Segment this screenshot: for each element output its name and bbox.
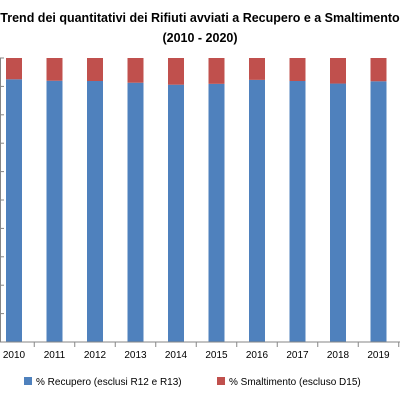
bar-recupero-2018 (330, 83, 346, 342)
plot-area (0, 57, 400, 347)
x-tick-label-2011: 2011 (44, 350, 66, 361)
bar-recupero-2010 (6, 79, 22, 343)
x-tick-label-2010: 2010 (3, 350, 26, 361)
legend: % Recupero (esclusi R12 e R13) % Smaltime… (24, 377, 361, 388)
x-axis-tick-labels: 2010 2011 2012 2013 2014 2015 2016 2017 2018 2019… (3, 350, 390, 361)
bar-recupero-2013 (127, 82, 144, 343)
bar-recupero-2016 (249, 79, 265, 343)
bar-smaltimento-2019 (370, 58, 387, 82)
x-tick-label-2014: 2014 (165, 350, 188, 361)
bar-smaltimento-2018 (330, 58, 346, 84)
chart-subtitle: (2010 - 2020) (162, 31, 237, 45)
bar-recupero-2017 (289, 81, 306, 342)
bar-smaltimento-2014 (168, 58, 184, 85)
bar-recupero-2015 (208, 83, 225, 342)
bar-recupero-2011 (46, 80, 63, 342)
bar-smaltimento-2011 (46, 58, 63, 81)
legend-swatch-smaltimento (217, 377, 225, 385)
bar-smaltimento-2010 (6, 58, 22, 80)
bar-smaltimento-2013 (127, 58, 144, 83)
bar-recupero-2012 (87, 81, 103, 342)
x-tick-label-2012: 2012 (84, 350, 107, 361)
bar-recupero-2019 (370, 81, 387, 342)
bar-smaltimento-2015 (208, 58, 225, 84)
bar-smaltimento-2012 (87, 58, 103, 81)
x-tick-label-2017: 2017 (286, 350, 309, 361)
bar-smaltimento-2017 (289, 58, 306, 81)
legend-swatch-recupero (24, 377, 32, 385)
bar-recupero-2014 (168, 84, 184, 342)
bar-smaltimento-2016 (249, 58, 265, 80)
x-tick-label-2018: 2018 (327, 350, 350, 361)
x-tick-label-2015: 2015 (205, 350, 228, 361)
x-tick-label-2013: 2013 (124, 350, 147, 361)
x-tick-label-2019: 2019 (367, 350, 390, 361)
legend-label-smaltimento: % Smaltimento (escluso D15) (229, 377, 361, 388)
chart-title: Trend dei quantitativi dei Rifiuti avvia… (0, 11, 400, 25)
legend-label-recupero: % Recupero (esclusi R12 e R13) (36, 377, 182, 388)
x-tick-label-2016: 2016 (246, 350, 269, 361)
